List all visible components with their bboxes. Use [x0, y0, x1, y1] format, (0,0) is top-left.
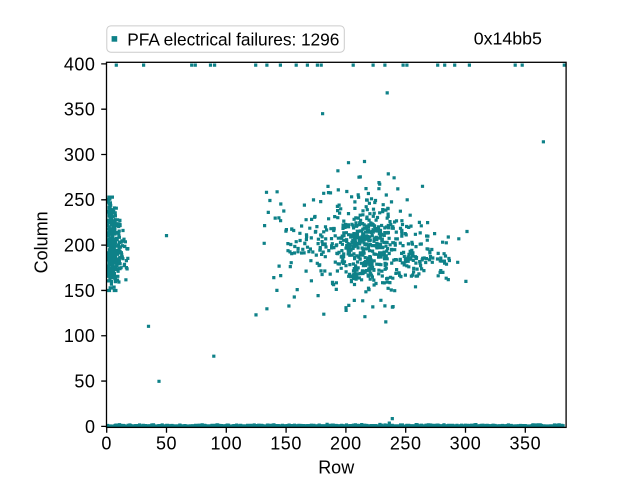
svg-text:Column: Column — [31, 211, 51, 273]
svg-text:0: 0 — [101, 434, 112, 454]
svg-text:350: 350 — [64, 100, 96, 120]
svg-text:200: 200 — [330, 434, 362, 454]
svg-text:300: 300 — [450, 434, 482, 454]
svg-text:Row: Row — [318, 458, 355, 478]
svg-text:PFA electrical failures: 1296: PFA electrical failures: 1296 — [127, 29, 339, 49]
svg-text:100: 100 — [64, 326, 96, 346]
svg-text:250: 250 — [390, 434, 422, 454]
svg-text:300: 300 — [64, 145, 96, 165]
svg-text:100: 100 — [210, 434, 242, 454]
svg-text:350: 350 — [509, 434, 541, 454]
svg-text:150: 150 — [270, 434, 302, 454]
svg-text:200: 200 — [64, 236, 96, 256]
svg-text:150: 150 — [64, 281, 96, 301]
svg-text:250: 250 — [64, 190, 96, 210]
svg-text:0: 0 — [85, 417, 96, 437]
svg-text:0x14bb5: 0x14bb5 — [474, 28, 542, 48]
svg-text:50: 50 — [74, 371, 95, 391]
svg-text:400: 400 — [64, 54, 96, 74]
svg-text:50: 50 — [156, 434, 177, 454]
